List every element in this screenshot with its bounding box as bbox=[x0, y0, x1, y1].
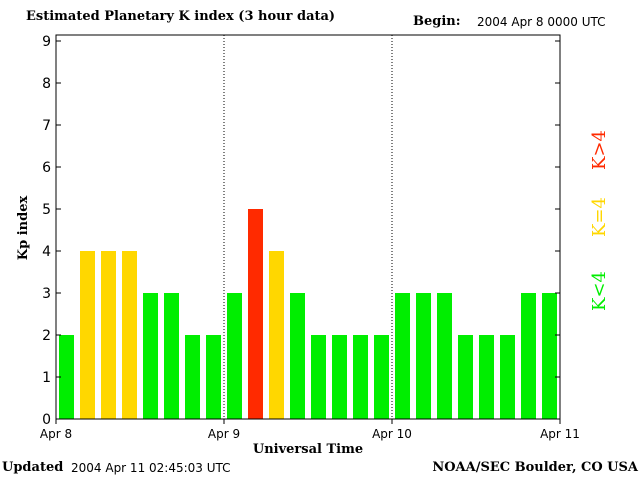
kp-bar bbox=[59, 335, 74, 419]
y-tick-label: 1 bbox=[42, 370, 51, 386]
kp-bar bbox=[185, 335, 200, 419]
x-tick-label: Apr 11 bbox=[540, 427, 580, 441]
kp-bar bbox=[395, 293, 410, 419]
kp-bar bbox=[416, 293, 431, 419]
legend-k-above-4: K>4 bbox=[589, 130, 610, 170]
x-axis-ticks: Apr 8 Apr 9 Apr 10 Apr 11 bbox=[40, 419, 580, 441]
y-axis-label: Kp index bbox=[16, 196, 31, 261]
y-tick-label: 8 bbox=[42, 76, 51, 92]
updated-value: 2004 Apr 11 02:45:03 UTC bbox=[71, 461, 231, 475]
kp-bar bbox=[542, 293, 557, 419]
x-axis-label: Universal Time bbox=[253, 442, 363, 457]
kp-bar bbox=[80, 251, 95, 419]
y-tick-label: 0 bbox=[42, 412, 51, 428]
kp-bar bbox=[479, 335, 494, 419]
kp-bar bbox=[353, 335, 368, 419]
day-dividers bbox=[223, 35, 393, 419]
x-tick-label: Apr 9 bbox=[208, 427, 240, 441]
kp-bar bbox=[437, 293, 452, 419]
kp-bar bbox=[101, 251, 116, 419]
kp-bar bbox=[521, 293, 536, 419]
y-tick-label: 3 bbox=[42, 286, 51, 302]
kp-bar bbox=[269, 251, 284, 419]
kp-bar bbox=[458, 335, 473, 419]
legend-k-below-4: K<4 bbox=[589, 271, 610, 311]
kp-bar bbox=[248, 209, 263, 419]
x-tick-label: Apr 10 bbox=[372, 427, 412, 441]
y-tick-label: 2 bbox=[42, 328, 51, 344]
plot-frame bbox=[55, 34, 561, 420]
y-tick-label: 6 bbox=[42, 160, 51, 176]
kp-bar bbox=[374, 335, 389, 419]
chart-title: Estimated Planetary K index (3 hour data… bbox=[26, 9, 336, 24]
kp-bar bbox=[206, 335, 221, 419]
bars-group bbox=[59, 209, 557, 419]
kp-bar bbox=[290, 293, 305, 419]
legend-k-equal-4: K=4 bbox=[589, 197, 610, 237]
kp-bar bbox=[122, 251, 137, 419]
y-tick-label: 7 bbox=[42, 118, 51, 134]
x-tick-label: Apr 8 bbox=[40, 427, 72, 441]
kp-bar bbox=[143, 293, 158, 419]
kp-bar bbox=[227, 293, 242, 419]
kp-bar bbox=[332, 335, 347, 419]
updated-label: Updated bbox=[2, 460, 64, 475]
kp-bar bbox=[311, 335, 326, 419]
y-tick-label: 9 bbox=[42, 34, 51, 50]
agency-label: NOAA/SEC Boulder, CO USA bbox=[432, 460, 638, 475]
y-tick-label: 5 bbox=[42, 202, 51, 218]
begin-label: Begin: bbox=[413, 14, 461, 29]
y-axis-ticks: 0 1 2 3 4 5 6 7 8 9 bbox=[42, 34, 560, 428]
y-tick-label: 4 bbox=[42, 244, 51, 260]
begin-value: 2004 Apr 8 0000 UTC bbox=[477, 15, 606, 29]
kp-bar bbox=[164, 293, 179, 419]
kp-bar bbox=[500, 335, 515, 419]
